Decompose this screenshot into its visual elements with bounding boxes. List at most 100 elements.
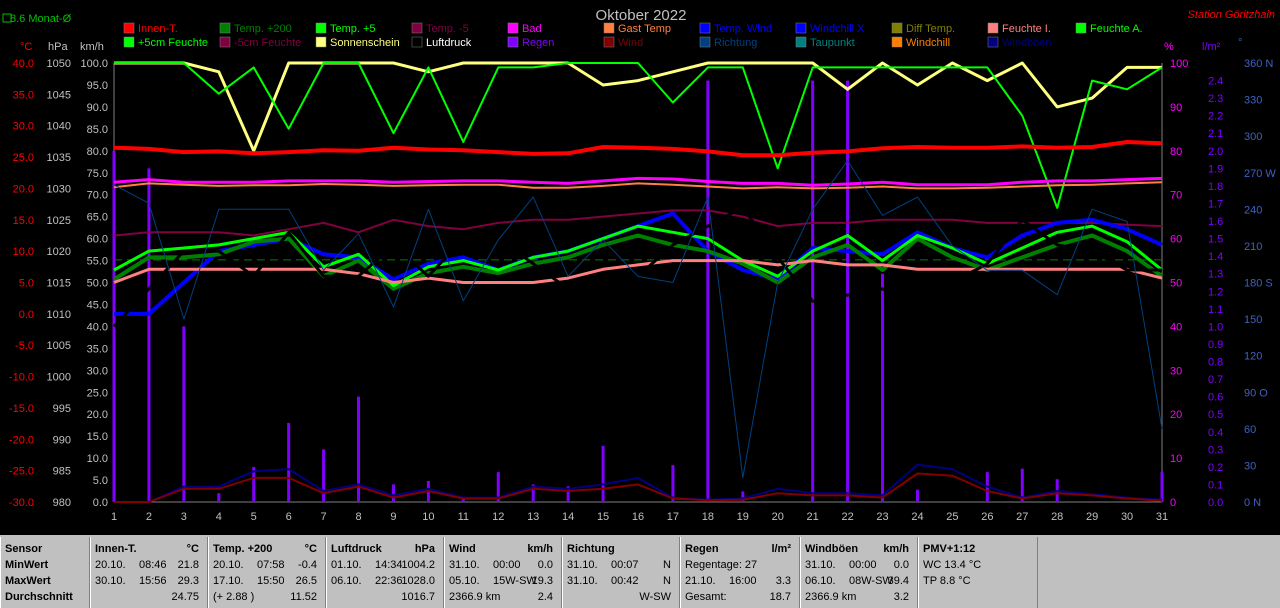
stats-cell: °C (304, 543, 317, 555)
temp-tick-label: -30.0 (9, 497, 34, 509)
direction-tick-label: 270 W (1244, 168, 1276, 180)
rain-bar (322, 449, 326, 502)
stats-cell: Windböen (805, 543, 859, 555)
stats-cell: 3.2 (893, 591, 909, 603)
rain-bar (1160, 472, 1164, 502)
x-tick-label: 31 (1156, 511, 1168, 523)
stats-row: WC 13.4 °C (923, 557, 1033, 573)
stats-label-sensor: Sensor (5, 543, 43, 555)
legend-swatch (891, 22, 903, 34)
wind-tick-label: 20.0 (87, 409, 108, 421)
monthly-average-box (2, 13, 12, 23)
legend-swatch (411, 22, 423, 34)
rain-tick-label: 1.3 (1208, 269, 1223, 281)
monthly-average-label: 8.6 Monat-Ø (10, 13, 72, 25)
x-tick-label: 1 (111, 511, 117, 523)
stats-cell: -0.4 (298, 559, 317, 571)
rain-bar (811, 80, 815, 502)
rain-tick-label: 1.5 (1208, 234, 1223, 246)
percent-tick-label: 10 (1170, 453, 1182, 465)
rain-tick-label: 0.1 (1208, 479, 1223, 491)
stats-cell: 00:00 (849, 559, 877, 571)
wind-unit-label: km/h (80, 41, 104, 53)
chart-legend: Innen-T. Temp. +200 Temp. +5 Temp. -5 Bad Gas… (123, 22, 1143, 49)
x-tick-label: 8 (355, 511, 361, 523)
rain-tick-label: 2.3 (1208, 93, 1223, 105)
stats-row: PMV+1:12 (923, 541, 1033, 557)
temp-tick-label: -5.0 (15, 340, 34, 352)
pressure-unit-label: hPa (48, 41, 68, 53)
stats-cell: Wind (449, 543, 476, 555)
stats-panel: Temp. +200 °C 20.10. 07:58 -0.4 17.10. 15:50 26… (208, 537, 326, 608)
stats-row: Windböen km/h (805, 541, 913, 557)
legend-label: Temp. +5 (330, 23, 376, 35)
rain-bar (915, 489, 919, 502)
stats-cell: Richtung (567, 543, 615, 555)
stats-row: (+ 2.88 ) 11.52 (213, 589, 321, 605)
direction-tick-label: 180 S (1244, 278, 1273, 290)
pressure-tick-label: 1030 (47, 183, 71, 195)
stats-cell: Luftdruck (331, 543, 382, 555)
stats-label-max: MaxWert (5, 575, 51, 587)
stats-row: Innen-T. °C (95, 541, 203, 557)
stats-row: Luftdruck hPa (331, 541, 439, 557)
rain-tick-label: 1.4 (1208, 251, 1223, 263)
rain-bar (1020, 468, 1024, 502)
rain-bar (147, 168, 151, 503)
stats-row: 20.10. 08:46 21.8 (95, 557, 203, 573)
stats-cell: Temp. +200 (213, 543, 273, 555)
stats-cell: 1028.0 (401, 575, 435, 587)
legend-swatch (699, 22, 711, 34)
direction-tick-label: 210 (1244, 241, 1262, 253)
stats-cell: 05.10. (449, 575, 480, 587)
rain-tick-label: 2.0 (1208, 146, 1223, 158)
stats-cell: °C (186, 543, 199, 555)
stats-row: 31.10. 00:07 N (567, 557, 675, 573)
wind-tick-label: 10.0 (87, 453, 108, 465)
rain-bar (566, 486, 570, 502)
stats-cell: 06.10. (331, 575, 362, 587)
rain-tick-label: 1.7 (1208, 198, 1223, 210)
x-tick-label: 3 (181, 511, 187, 523)
legend-swatch (219, 22, 231, 34)
legend-swatch (603, 22, 615, 34)
stats-row: Gesamt: 18.7 (685, 589, 795, 605)
direction-tick-label: 150 (1244, 314, 1262, 326)
legend-label: Regen (522, 37, 554, 49)
stats-label-avg: Durchschnitt (5, 591, 73, 603)
series-line (114, 472, 1163, 503)
rain-bar (112, 150, 116, 503)
legend-swatch (795, 22, 807, 34)
stats-panel: Wind km/h 31.10. 00:00 0.0 05.10. 15W-SW 19.3 23… (444, 537, 562, 608)
legend-swatch (507, 36, 519, 48)
stats-row: 20.10. 07:58 -0.4 (213, 557, 321, 573)
stats-cell: 31.10. (567, 575, 598, 587)
series-line (113, 140, 1163, 158)
rain-tick-label: 0.6 (1208, 392, 1223, 404)
legend-swatch (123, 36, 135, 48)
wind-tick-label: 80.0 (87, 146, 108, 158)
x-tick-label: 29 (1086, 511, 1098, 523)
direction-tick-label: 0 N (1244, 497, 1261, 509)
stats-row: TP 8.8 °C (923, 573, 1033, 589)
direction-tick-label: 60 (1244, 424, 1256, 436)
rain-bar (391, 484, 395, 502)
direction-tick-label: 360 N (1244, 58, 1273, 70)
legend-swatch (411, 36, 423, 48)
rain-tick-label: 0.8 (1208, 357, 1223, 369)
stats-cell: 19.3 (531, 575, 553, 587)
rain-tick-label: 1.8 (1208, 181, 1223, 193)
legend-label: Richtung (714, 37, 757, 49)
wind-tick-label: 65.0 (87, 212, 108, 224)
stats-cell: 2.4 (537, 591, 553, 603)
x-tick-label: 28 (1051, 511, 1063, 523)
wind-tick-label: 60.0 (87, 234, 108, 246)
x-tick-label: 9 (390, 511, 396, 523)
legend-swatch (699, 36, 711, 48)
legend-swatch (795, 36, 807, 48)
rain-tick-label: 0.9 (1208, 339, 1223, 351)
wind-tick-label: 70.0 (87, 190, 108, 202)
percent-tick-label: 60 (1170, 234, 1182, 246)
legend-swatch (603, 36, 615, 48)
x-tick-label: 2 (146, 511, 152, 523)
